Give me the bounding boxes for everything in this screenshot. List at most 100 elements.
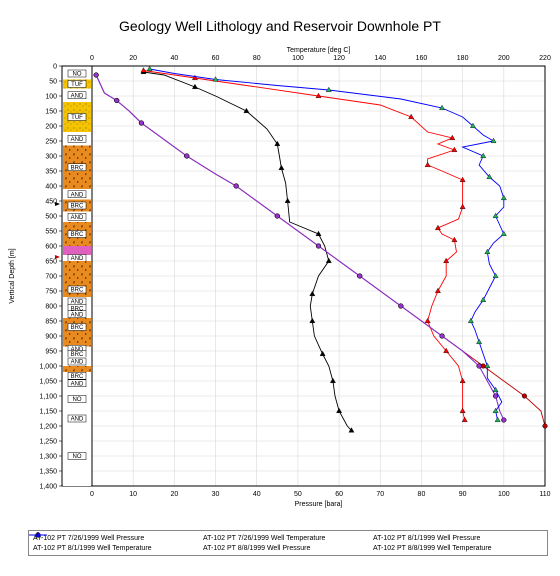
series-layer xyxy=(93,65,548,433)
series-point-1 xyxy=(309,317,316,323)
series-point-5 xyxy=(484,362,491,368)
lithology-label-box-8 xyxy=(67,213,87,221)
y-tick-label: 100 xyxy=(45,94,57,101)
temperature-tick-label: 180 xyxy=(457,55,469,62)
lithology-layer-12 xyxy=(63,261,91,282)
series-point-4 xyxy=(274,213,280,219)
lithology-label-5: BRC xyxy=(71,165,84,171)
series-point-3 xyxy=(424,317,431,323)
series-point-4 xyxy=(138,120,144,126)
lithology-label-box-21 xyxy=(67,357,87,366)
series-point-4 xyxy=(476,363,482,369)
series-point-5 xyxy=(439,104,445,110)
series-line-5 xyxy=(149,68,505,421)
lithology-label-27: NO xyxy=(73,454,82,460)
y-tick-label: 550 xyxy=(45,229,57,236)
y-tick-label: 1,300 xyxy=(39,454,57,461)
y-tick-label: 950 xyxy=(45,349,57,356)
series-point-4 xyxy=(315,243,322,249)
series-point-3 xyxy=(461,416,468,422)
lithology-label-box-16 xyxy=(67,310,87,318)
legend-item: AT-102 PT 8/8/1999 Well Pressure xyxy=(29,532,373,553)
legend-item: AT-102 PT 7/26/1999 Well Temperature xyxy=(29,531,373,543)
series-point-4 xyxy=(233,183,239,189)
series-point-5 xyxy=(492,212,499,218)
y-tick-label: 1,000 xyxy=(39,364,57,371)
y-tick-label: 350 xyxy=(45,169,57,176)
y-tick-label: 600 xyxy=(45,244,57,251)
lithology-label-box-5 xyxy=(67,163,87,171)
series-5 xyxy=(146,65,507,422)
series-point-1 xyxy=(278,164,285,170)
series-point-1 xyxy=(329,377,336,383)
y-tick-label: 1,350 xyxy=(39,469,57,476)
series-point-5 xyxy=(325,86,332,92)
lithology-label-20: BRC xyxy=(71,352,84,358)
series-point-1 xyxy=(243,107,250,113)
lithology-label-17: BRC xyxy=(71,325,84,331)
temperature-tick-label: 100 xyxy=(292,55,304,62)
series-point-3 xyxy=(434,224,441,230)
series-point-3 xyxy=(408,113,415,119)
series-point-3 xyxy=(424,161,431,167)
lithology-label-box-23 xyxy=(67,372,87,380)
y-tick-label: 1,100 xyxy=(39,394,57,401)
lithology-label-19: AND xyxy=(71,347,84,353)
series-point-1 xyxy=(192,83,198,89)
y-tick-label: 650 xyxy=(45,259,57,266)
series-point-5 xyxy=(492,386,499,392)
temperature-tick-label: 80 xyxy=(253,55,261,62)
legend-label: AT-102 PT 7/26/1999 Well Temperature xyxy=(203,534,326,542)
series-point-1 xyxy=(325,257,332,263)
depth-marker-arrow xyxy=(55,202,60,206)
lithology-label-box-4 xyxy=(67,135,87,143)
plot-border xyxy=(91,65,546,487)
pressure-tick-label: 30 xyxy=(212,491,220,498)
lithology-label-4: AND xyxy=(71,137,84,143)
pressure-tick-label: 0 xyxy=(90,491,94,498)
lithology-label-14: AND xyxy=(71,300,84,306)
series-point-1 xyxy=(336,407,343,413)
pressure-tick-label: 80 xyxy=(418,491,426,498)
y-tick-label: 1,250 xyxy=(39,439,57,446)
lithology-label-box-13 xyxy=(67,285,87,294)
temperature-axis-label: Temperature [deg C] xyxy=(287,47,351,54)
series-point-5 xyxy=(500,230,507,236)
pressure-axis-label: Pressure [bara] xyxy=(295,501,343,508)
series-point-3 xyxy=(434,287,441,293)
lithology-label-box-7 xyxy=(67,201,87,210)
lithology-label-23: BRC xyxy=(71,374,84,380)
temperature-tick-label: 120 xyxy=(333,55,345,62)
lithology-label-24: AND xyxy=(71,381,84,387)
depth-marker-arrow xyxy=(55,255,60,259)
lithology-label-box-27 xyxy=(67,452,87,460)
y-axis-label: Vertical Depth [m] xyxy=(9,248,16,303)
series-point-4 xyxy=(493,393,499,399)
series-point-3 xyxy=(315,92,322,98)
pressure-tick-label: 50 xyxy=(294,491,302,498)
legend-item: AT-102 PT 8/8/1999 Well Temperature xyxy=(29,531,543,553)
lithology-layer-18 xyxy=(63,336,91,347)
series-point-5 xyxy=(469,122,476,128)
lithology-label-1: TUF xyxy=(71,82,83,88)
y-tick-label: 1,150 xyxy=(39,409,57,416)
series-point-4 xyxy=(357,273,363,279)
lithology-label-box-0 xyxy=(67,69,87,78)
pressure-tick-label: 100 xyxy=(498,491,510,498)
pressure-tick-label: 110 xyxy=(539,491,550,498)
series-point-3 xyxy=(459,176,466,182)
pressure-tick-label: 10 xyxy=(129,491,137,498)
y-tick-label: 1,050 xyxy=(39,379,57,386)
legend: AT-102 PT 7/26/1999 Well Pressure AT-102 … xyxy=(28,530,548,556)
series-point-5 xyxy=(476,338,483,344)
series-point-4 xyxy=(93,72,99,78)
series-point-3 xyxy=(459,377,466,383)
y-tick-label: 750 xyxy=(45,289,57,296)
temperature-tick-label: 160 xyxy=(416,55,428,62)
series-point-1 xyxy=(348,427,355,433)
temperature-tick-label: 60 xyxy=(212,55,220,62)
temperature-tick-label: 20 xyxy=(129,55,137,62)
lithology-label-15: BRC xyxy=(71,306,84,312)
pressure-tick-label: 20 xyxy=(170,491,178,498)
